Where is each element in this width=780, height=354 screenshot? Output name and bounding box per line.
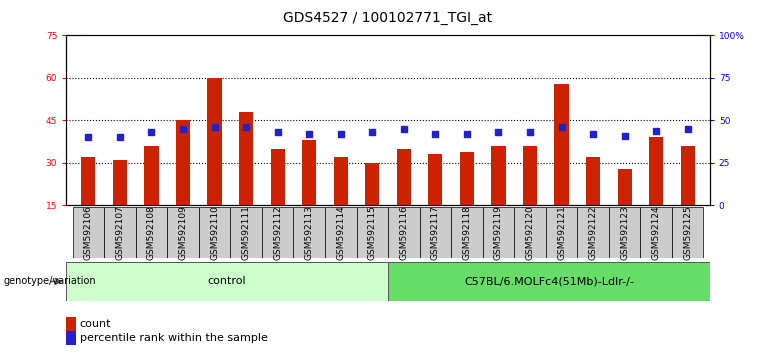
- Bar: [460, 152, 474, 205]
- Bar: [483, 207, 514, 258]
- Point: [555, 124, 568, 130]
- Bar: [523, 146, 537, 205]
- Bar: [618, 169, 632, 205]
- Text: GSM592108: GSM592108: [147, 205, 156, 260]
- Text: GSM592109: GSM592109: [179, 205, 187, 260]
- Bar: [388, 262, 710, 301]
- Text: C57BL/6.MOLFc4(51Mb)-Ldlr-/-: C57BL/6.MOLFc4(51Mb)-Ldlr-/-: [464, 276, 634, 286]
- Bar: [334, 157, 348, 205]
- Point: [619, 133, 631, 138]
- Text: GSM592118: GSM592118: [463, 205, 471, 260]
- Point: [240, 124, 253, 130]
- Text: GSM592120: GSM592120: [526, 205, 534, 260]
- Bar: [262, 207, 293, 258]
- Point: [366, 130, 378, 135]
- Bar: [586, 157, 600, 205]
- Point: [650, 128, 662, 133]
- Text: GSM592124: GSM592124: [651, 205, 661, 260]
- Text: GSM592115: GSM592115: [368, 205, 377, 260]
- Bar: [207, 78, 222, 205]
- Bar: [105, 207, 136, 258]
- Text: GDS4527 / 100102771_TGI_at: GDS4527 / 100102771_TGI_at: [283, 11, 493, 25]
- Bar: [649, 137, 663, 205]
- Point: [271, 130, 284, 135]
- Text: GSM592117: GSM592117: [431, 205, 440, 260]
- Point: [145, 130, 158, 135]
- Bar: [167, 207, 199, 258]
- Bar: [293, 207, 325, 258]
- Bar: [230, 207, 262, 258]
- Text: control: control: [207, 276, 246, 286]
- Text: GSM592110: GSM592110: [210, 205, 219, 260]
- Bar: [199, 207, 230, 258]
- Bar: [66, 262, 388, 301]
- Point: [587, 131, 599, 137]
- Point: [523, 130, 536, 135]
- Bar: [365, 163, 379, 205]
- Bar: [577, 207, 609, 258]
- Text: GSM592107: GSM592107: [115, 205, 125, 260]
- Point: [398, 126, 410, 132]
- Point: [429, 131, 441, 137]
- Point: [177, 126, 190, 132]
- Text: GSM592113: GSM592113: [305, 205, 314, 260]
- Point: [208, 124, 221, 130]
- Point: [114, 135, 126, 140]
- Bar: [672, 207, 704, 258]
- Bar: [491, 146, 505, 205]
- Point: [492, 130, 505, 135]
- Point: [335, 131, 347, 137]
- Bar: [144, 146, 158, 205]
- Bar: [239, 112, 254, 205]
- Bar: [640, 207, 672, 258]
- Bar: [546, 207, 577, 258]
- Bar: [271, 149, 285, 205]
- Bar: [136, 207, 167, 258]
- Bar: [302, 140, 316, 205]
- Bar: [420, 207, 451, 258]
- Bar: [451, 207, 483, 258]
- Bar: [81, 157, 95, 205]
- Text: GSM592111: GSM592111: [242, 205, 250, 260]
- Text: GSM592125: GSM592125: [683, 205, 692, 260]
- Text: GSM592114: GSM592114: [336, 205, 346, 260]
- Bar: [388, 207, 420, 258]
- Bar: [514, 207, 546, 258]
- Bar: [681, 146, 695, 205]
- Text: GSM592123: GSM592123: [620, 205, 629, 260]
- Text: GSM592106: GSM592106: [84, 205, 93, 260]
- Point: [82, 135, 94, 140]
- Bar: [325, 207, 356, 258]
- Bar: [73, 207, 105, 258]
- Text: percentile rank within the sample: percentile rank within the sample: [80, 333, 268, 343]
- Text: GSM592122: GSM592122: [589, 205, 597, 260]
- Bar: [428, 154, 442, 205]
- Text: GSM592116: GSM592116: [399, 205, 408, 260]
- Text: GSM592121: GSM592121: [557, 205, 566, 260]
- Point: [682, 126, 694, 132]
- Text: count: count: [80, 319, 111, 329]
- Text: GSM592112: GSM592112: [273, 205, 282, 260]
- Bar: [113, 160, 127, 205]
- Bar: [176, 120, 190, 205]
- Bar: [397, 149, 411, 205]
- Point: [461, 131, 473, 137]
- Text: GSM592119: GSM592119: [494, 205, 503, 260]
- Point: [303, 131, 315, 137]
- Bar: [555, 84, 569, 205]
- Bar: [609, 207, 640, 258]
- Bar: [356, 207, 388, 258]
- Text: genotype/variation: genotype/variation: [4, 276, 97, 286]
